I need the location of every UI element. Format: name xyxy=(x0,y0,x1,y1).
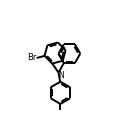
Text: Br: Br xyxy=(27,53,36,62)
Text: N: N xyxy=(58,71,64,80)
